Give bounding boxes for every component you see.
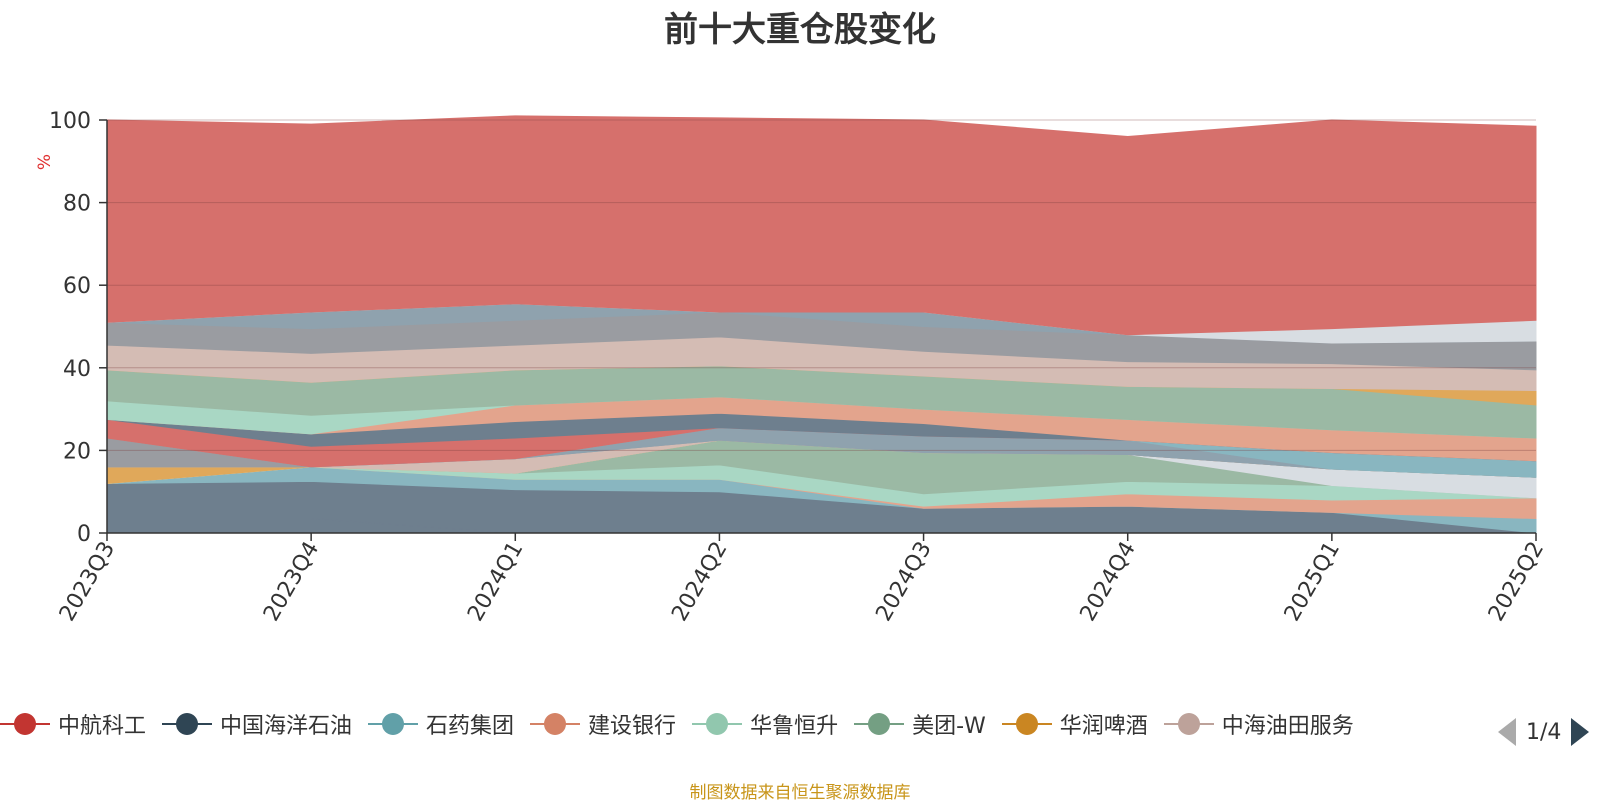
x-tick-label-2024Q1: 2024Q1 [463, 538, 528, 626]
legend-label: 华鲁恒升 [750, 714, 839, 739]
y-tick-label-20: 20 [63, 439, 91, 464]
legend-page-indicator: 1/4 [1526, 719, 1562, 745]
legend-label: 华润啤酒 [1059, 714, 1148, 739]
legend-label: 中国海洋石油 [220, 714, 353, 739]
legend-label: 美团-W [912, 714, 986, 739]
legend-marker-icon [530, 709, 581, 739]
x-tick-label-2024Q4: 2024Q4 [1076, 538, 1141, 626]
legend-label: 建设银行 [588, 714, 677, 739]
legend-marker-dot [14, 713, 36, 735]
legend-marker-dot [176, 713, 199, 735]
x-tick-label-2024Q3: 2024Q3 [871, 538, 936, 626]
x-tick-label-2023Q3: 2023Q3 [55, 538, 120, 626]
y-tick-label-80: 80 [63, 192, 91, 217]
legend-item-3[interactable]: 建设银行 [530, 708, 676, 740]
chart-title: 前十大重仓股变化 [664, 10, 936, 50]
legend-marker-icon [854, 709, 905, 739]
legend-marker-icon [162, 709, 213, 739]
legend-item-7[interactable]: 中海油田服务 [1163, 708, 1354, 740]
legend-item-5[interactable]: 美团-W [854, 708, 986, 740]
legend-marker-dot [382, 713, 405, 735]
x-tick-label-2023Q4: 2023Q4 [259, 538, 324, 626]
legend-item-4[interactable]: 华鲁恒升 [692, 708, 838, 740]
legend-item-6[interactable]: 华润啤酒 [1001, 708, 1148, 740]
legend-item-1[interactable]: 中国海洋石油 [162, 708, 352, 740]
legend-marker-dot [1015, 713, 1038, 735]
legend-marker-icon [692, 709, 743, 739]
area-band-22 [106, 115, 1537, 336]
y-axis-unit: % [35, 154, 55, 170]
legend-label: 中航科工 [58, 714, 147, 739]
data-source-note: 制图数据来自恒生聚源数据库 [689, 783, 911, 803]
legend-label: 中海油田服务 [1221, 714, 1354, 739]
legend-marker-dot [1177, 713, 1200, 735]
legend-marker-icon [0, 709, 50, 739]
x-tick-label-2025Q1: 2025Q1 [1280, 538, 1345, 626]
legend-item-0[interactable]: 中航科工 [0, 708, 146, 740]
y-tick-label-100: 100 [49, 109, 91, 134]
legend-marker-dot [544, 713, 567, 735]
legend-next-page-arrow-icon[interactable] [1571, 718, 1590, 746]
y-tick-label-0: 0 [77, 522, 91, 547]
legend-prev-page-arrow-icon[interactable] [1498, 718, 1516, 746]
x-tick-label-2024Q2: 2024Q2 [667, 538, 732, 626]
legend-pager: 1/4 [1498, 718, 1590, 746]
legend-marker-dot [706, 713, 729, 735]
legend-marker-icon [1001, 709, 1052, 739]
legend-marker-dot [868, 713, 891, 735]
legend-marker-icon [1163, 709, 1214, 739]
x-tick-label-2025Q2: 2025Q2 [1484, 538, 1549, 626]
y-tick-label-60: 60 [63, 274, 91, 299]
legend-label: 石药集团 [426, 714, 515, 739]
legend-item-2[interactable]: 石药集团 [368, 708, 514, 740]
legend-marker-icon [368, 709, 419, 739]
chart-legend: 中航科工 中国海洋石油 石药集团 建设银行 华鲁恒升 美团-W 华润啤酒 中海油田服务 [0, 706, 1370, 742]
stacked-area-chart: 0 20 40 60 80 100% 2023Q3 2023Q4 2024Q1 2024Q2 202… [35, 109, 1549, 626]
y-tick-label-40: 40 [63, 357, 91, 382]
